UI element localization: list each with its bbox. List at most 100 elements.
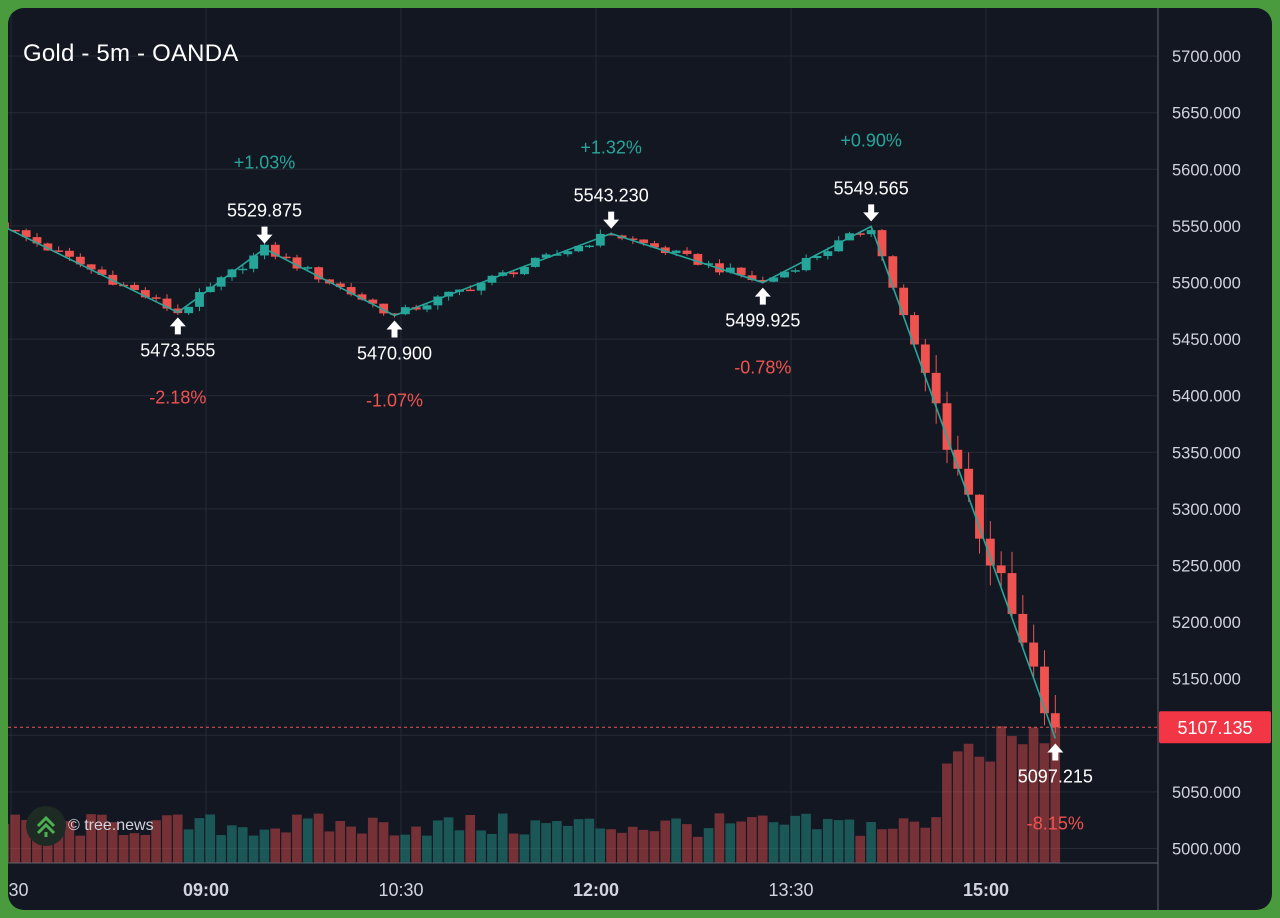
candle[interactable] (606, 233, 616, 236)
candle[interactable] (411, 307, 421, 310)
candle[interactable] (65, 250, 74, 257)
candle[interactable] (368, 299, 378, 304)
candle[interactable] (303, 267, 313, 269)
candle[interactable] (379, 303, 389, 314)
candle[interactable] (335, 283, 345, 288)
candle[interactable] (964, 468, 974, 495)
pivot-price-label: 5549.565 (834, 178, 909, 198)
candle[interactable] (574, 245, 584, 252)
candle[interactable] (953, 449, 963, 469)
candle[interactable] (866, 230, 876, 235)
candle[interactable] (346, 287, 356, 295)
candle[interactable] (801, 258, 811, 271)
candle[interactable] (552, 254, 562, 256)
candle[interactable] (10, 229, 20, 232)
candle[interactable] (650, 243, 659, 248)
volume-bar (64, 821, 75, 863)
candle[interactable] (173, 308, 183, 314)
candle[interactable] (920, 344, 930, 373)
volume-bar (497, 813, 508, 863)
candle[interactable] (281, 256, 291, 259)
candle[interactable] (292, 257, 302, 269)
watermark: © tree.news (26, 806, 154, 846)
candle[interactable] (140, 290, 150, 298)
candle[interactable] (769, 277, 779, 282)
volume-bar (855, 835, 866, 863)
candle[interactable] (75, 256, 85, 265)
candle[interactable] (910, 315, 919, 345)
candle[interactable] (985, 538, 995, 566)
candle[interactable] (877, 230, 887, 257)
candle[interactable] (390, 313, 399, 315)
candle[interactable] (834, 240, 844, 252)
volume-bar (573, 819, 584, 863)
candle[interactable] (43, 243, 53, 251)
candle[interactable] (736, 267, 746, 276)
volume-bar (757, 815, 768, 863)
candle[interactable] (260, 244, 269, 256)
candle[interactable] (8, 222, 9, 230)
candle[interactable] (314, 267, 324, 280)
candle[interactable] (899, 287, 909, 316)
candle[interactable] (639, 239, 649, 244)
candle[interactable] (162, 298, 172, 309)
candle[interactable] (671, 250, 681, 254)
candle[interactable] (758, 279, 768, 282)
candle[interactable] (888, 256, 898, 288)
y-tick-label: 5400.000 (1172, 388, 1241, 406)
candle[interactable] (97, 269, 107, 275)
volume-bar (942, 763, 952, 863)
candle[interactable] (1007, 573, 1017, 614)
candle[interactable] (1029, 642, 1039, 667)
candle[interactable] (357, 294, 367, 300)
candle[interactable] (520, 266, 529, 275)
candle[interactable] (595, 233, 605, 246)
candle[interactable] (32, 237, 42, 244)
candle[interactable] (975, 494, 984, 539)
candle[interactable] (195, 292, 204, 307)
candle[interactable] (931, 372, 941, 404)
candle[interactable] (563, 251, 573, 255)
pivot-change-label: +1.32% (580, 138, 642, 158)
y-tick-label: 5050.000 (1172, 784, 1241, 802)
candle[interactable] (249, 255, 259, 269)
candle[interactable] (790, 270, 800, 272)
candle[interactable] (509, 272, 519, 275)
candle[interactable] (693, 253, 703, 265)
candle[interactable] (996, 565, 1006, 574)
candle[interactable] (422, 305, 432, 310)
candle[interactable] (151, 297, 161, 299)
candle[interactable] (682, 250, 692, 254)
candle[interactable] (54, 250, 64, 252)
candle[interactable] (1050, 713, 1060, 728)
candle[interactable] (433, 296, 443, 306)
candle[interactable] (541, 254, 551, 258)
candle[interactable] (855, 233, 865, 235)
candle[interactable] (812, 255, 822, 259)
candle[interactable] (21, 230, 31, 238)
candle[interactable] (780, 271, 789, 278)
volume-bar (985, 761, 996, 863)
candle[interactable] (585, 245, 594, 248)
candle[interactable] (238, 268, 248, 271)
price-chart[interactable]: 5473.555 -2.18% 5529.875 +1.03% 5470.900 -1.0… (8, 8, 1272, 910)
candle[interactable] (465, 289, 475, 292)
candle[interactable] (270, 244, 280, 257)
candle[interactable] (216, 277, 226, 287)
candle[interactable] (1018, 613, 1028, 643)
volume-bar (216, 835, 226, 863)
candle[interactable] (747, 275, 757, 280)
candle[interactable] (86, 264, 96, 270)
candle[interactable] (1040, 666, 1049, 714)
axes: 5000.0005050.0005100.0005150.0005200.000… (8, 8, 1271, 910)
candle[interactable] (942, 403, 952, 450)
candle[interactable] (823, 251, 833, 256)
candle[interactable] (628, 238, 638, 241)
candle[interactable] (184, 306, 194, 314)
candle[interactable] (704, 263, 714, 265)
candle[interactable] (130, 284, 139, 291)
volume-bar (411, 826, 421, 863)
volume-bar (97, 814, 107, 863)
candle[interactable] (725, 267, 735, 273)
candle[interactable] (476, 282, 486, 291)
